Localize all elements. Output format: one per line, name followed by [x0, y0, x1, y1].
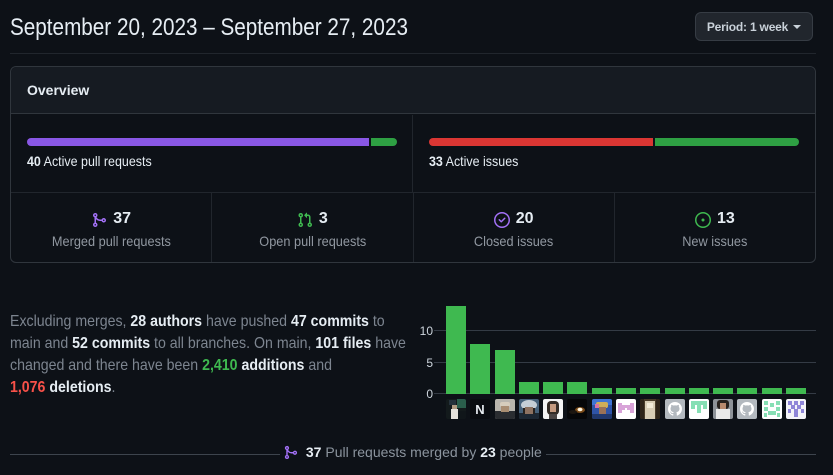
svg-text:N: N — [476, 402, 485, 417]
